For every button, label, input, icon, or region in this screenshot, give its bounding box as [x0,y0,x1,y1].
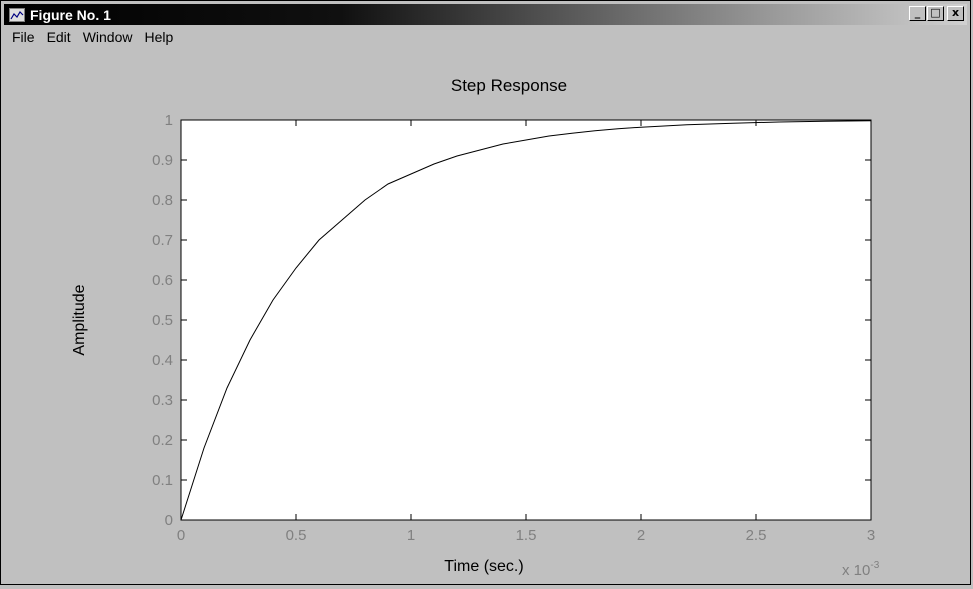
x-tick-label: 2 [637,527,645,544]
maximize-button[interactable]: □ [927,6,944,21]
x-tick-label: 1 [407,527,415,544]
y-tick-label: 0.2 [152,432,173,449]
y-axis-label: Amplitude [71,284,88,355]
chart-title: Step Response [451,76,567,95]
close-button[interactable]: x [947,6,964,21]
figure-window-icon[interactable] [9,7,25,22]
y-tick-label: 0.1 [152,472,173,489]
y-tick-label: 0 [165,512,173,529]
x-tick-label: 0.5 [286,527,307,544]
y-tick-label: 0.6 [152,272,173,289]
x-axis-multiplier-base: x 10 [842,562,870,579]
close-icon: x [951,6,960,19]
minimize-icon: _ [914,6,921,19]
plot-area[interactable] [180,119,872,521]
window-title: Figure No. 1 [30,6,111,23]
x-axis-multiplier: x 10-3 [842,560,880,579]
figure-canvas: Step Response 0 0.1 0.2 0.3 0.4 0.5 0.6 0.7 0.8 0… [4,49,969,584]
x-axis-multiplier-exponent: -3 [870,560,879,571]
menu-window[interactable]: Window [82,29,133,45]
maximize-icon: □ [930,6,941,19]
x-tick-label: 3 [867,527,875,544]
title-bar[interactable]: Figure No. 1 _ □ x [4,4,967,25]
y-tick-label: 1 [165,112,173,129]
menu-file[interactable]: File [12,29,35,45]
step-response-plot: Step Response 0 0.1 0.2 0.3 0.4 0.5 0.6 0.7 0.8 0… [71,76,880,579]
minimize-button[interactable]: _ [909,6,926,21]
y-tick-label: 0.9 [152,152,173,169]
menu-bar: File Edit Window Help [4,27,967,47]
x-tick-label: 1.5 [516,527,537,544]
step-response-curve [180,120,872,521]
x-axis-label: Time (sec.) [444,558,523,575]
x-tick-label: 2.5 [746,527,767,544]
menu-help[interactable]: Help [144,29,174,45]
y-tick-label: 0.4 [152,352,173,369]
menu-edit[interactable]: Edit [46,29,71,45]
x-tick-label: 0 [177,527,185,544]
y-tick-label: 0.7 [152,232,173,249]
y-tick-label: 0.8 [152,192,173,209]
y-tick-label: 0.5 [152,312,173,329]
y-tick-label: 0.3 [152,392,173,409]
